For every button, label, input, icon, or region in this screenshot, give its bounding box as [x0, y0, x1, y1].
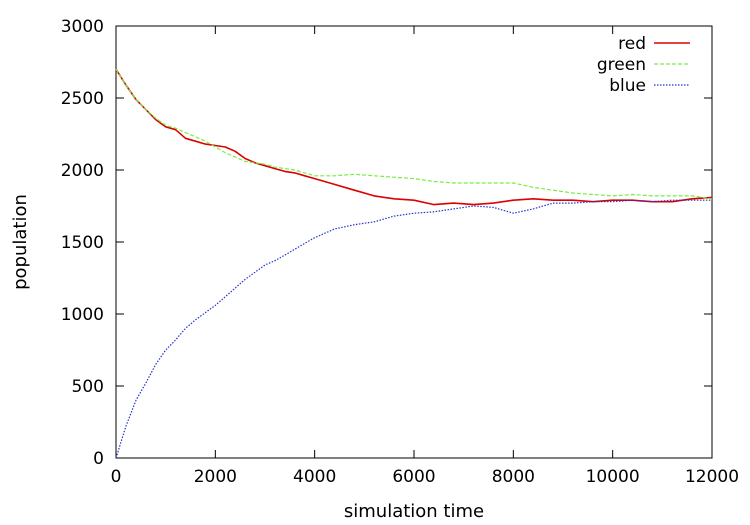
series-line-red: [115, 68, 713, 206]
y-tick-label: 1500: [61, 233, 104, 253]
y-tick-label: 0: [93, 449, 104, 469]
y-tick-label: 2000: [61, 161, 104, 181]
y-tick-label: 2500: [61, 89, 104, 109]
legend-label-red: red: [618, 34, 646, 54]
y-axis-label: population: [10, 194, 31, 290]
y-tick-label: 1000: [61, 305, 104, 325]
x-tick-label: 0: [111, 467, 122, 487]
legend-label-green: green: [597, 55, 646, 75]
series-lines: [115, 68, 713, 459]
series-line-blue: [115, 199, 712, 459]
series-line-green: [115, 68, 713, 200]
x-tick-label: 10000: [586, 467, 640, 487]
y-tick-label: 500: [72, 377, 104, 397]
x-tick-label: 6000: [392, 467, 435, 487]
x-tick-label: 4000: [293, 467, 336, 487]
x-tick-label: 12000: [685, 467, 739, 487]
axis-tick-labels: 0 2000 4000 6000 8000 10000 12000 0 500 1000 1500 2…: [61, 17, 739, 487]
legend-label-blue: blue: [609, 76, 646, 96]
x-axis-label: simulation time: [344, 501, 484, 522]
y-tick-label: 3000: [61, 17, 104, 37]
axis-ticks: [115, 25, 713, 459]
x-tick-label: 2000: [194, 467, 237, 487]
x-tick-label: 8000: [492, 467, 535, 487]
